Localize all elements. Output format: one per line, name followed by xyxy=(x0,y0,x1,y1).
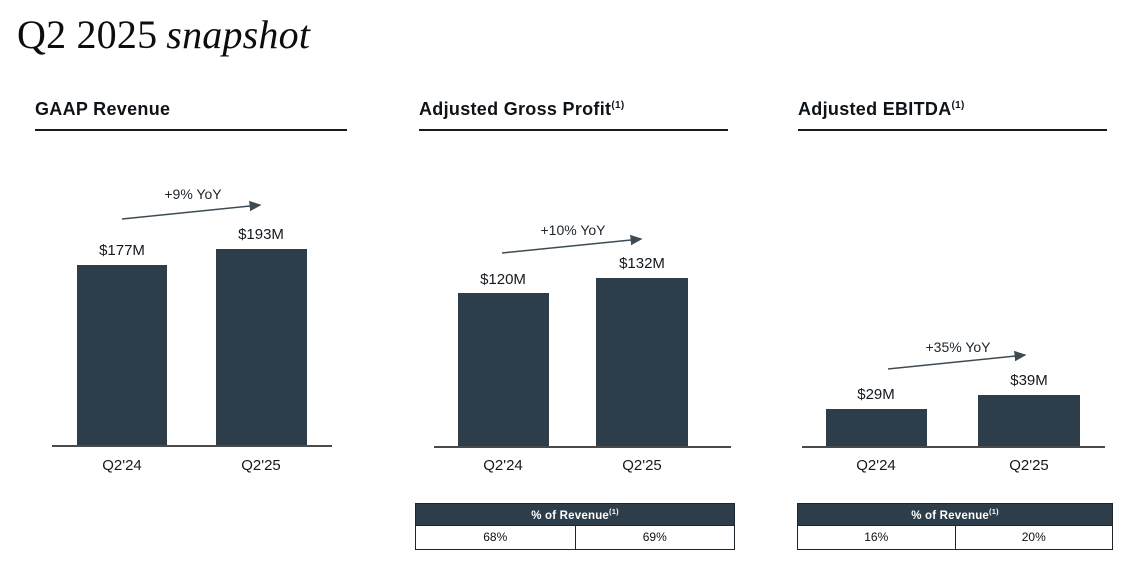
panel-header-label: Adjusted Gross Profit xyxy=(419,99,612,119)
category-label: Q2'24 xyxy=(483,457,523,474)
pct-cell-q2-25: 69% xyxy=(574,524,734,549)
bar-value-label: $177M xyxy=(99,242,145,259)
pct-table-header-label: % of Revenue xyxy=(911,509,990,522)
category-label: Q2'25 xyxy=(1009,457,1049,474)
yoy-annotation: +35% YoY xyxy=(925,339,991,355)
category-label: Q2'24 xyxy=(856,457,896,474)
bar-q2-25 xyxy=(596,278,688,447)
bar-q2-24 xyxy=(77,265,167,446)
trend-arrow-icon xyxy=(501,234,643,254)
yoy-annotation: +9% YoY xyxy=(164,186,222,202)
pct-table-row: 16% 20% xyxy=(798,524,1112,549)
pct-cell-q2-24: 68% xyxy=(416,524,575,549)
x-axis xyxy=(52,445,332,447)
bar-value-label: $132M xyxy=(619,255,665,272)
footnote-ref: (1) xyxy=(609,507,619,516)
x-axis xyxy=(802,446,1105,448)
trend-arrow-icon xyxy=(887,350,1027,370)
category-label: Q2'25 xyxy=(622,457,662,474)
bar-value-label: $29M xyxy=(857,386,895,403)
footnote-ref: (1) xyxy=(611,100,625,111)
pct-cell-q2-24: 16% xyxy=(798,524,955,549)
page-title-regular: Q2 2025 xyxy=(17,12,158,57)
header-underline xyxy=(798,129,1107,131)
bar-q2-24 xyxy=(458,293,549,447)
bar-q2-25 xyxy=(216,249,307,446)
panel-header-adjusted-ebitda: Adjusted EBITDA(1) xyxy=(798,99,965,120)
bar-q2-24 xyxy=(826,409,927,448)
footnote-ref: (1) xyxy=(989,507,999,516)
panel-header-adjusted-gross-profit: Adjusted Gross Profit(1) xyxy=(419,99,624,120)
x-axis xyxy=(434,446,731,448)
pct-of-revenue-table: % of Revenue(1) 68% 69% xyxy=(415,503,735,550)
category-label: Q2'24 xyxy=(102,457,142,474)
pct-table-row: 68% 69% xyxy=(416,524,734,549)
category-label: Q2'25 xyxy=(241,457,281,474)
yoy-annotation: +10% YoY xyxy=(540,222,606,238)
panel-header-label: Adjusted EBITDA xyxy=(798,99,952,119)
page-title: Q2 2025 snapshot xyxy=(17,11,310,59)
pct-table-header: % of Revenue(1) xyxy=(416,504,734,525)
pct-table-header: % of Revenue(1) xyxy=(798,504,1112,525)
trend-arrow-icon xyxy=(121,200,262,220)
page-title-italic: snapshot xyxy=(166,12,311,57)
pct-table-header-label: % of Revenue xyxy=(531,509,610,522)
bar-value-label: $193M xyxy=(238,226,284,243)
bar-value-label: $39M xyxy=(1010,372,1048,389)
pct-cell-q2-25: 20% xyxy=(954,524,1112,549)
bar-value-label: $120M xyxy=(480,271,526,288)
bar-q2-25 xyxy=(978,395,1080,448)
header-underline xyxy=(35,129,347,131)
panel-header-gaap-revenue: GAAP Revenue xyxy=(35,99,170,120)
pct-of-revenue-table: % of Revenue(1) 16% 20% xyxy=(797,503,1113,550)
panel-header-label: GAAP Revenue xyxy=(35,99,171,119)
header-underline xyxy=(419,129,728,131)
footnote-ref: (1) xyxy=(951,100,965,111)
